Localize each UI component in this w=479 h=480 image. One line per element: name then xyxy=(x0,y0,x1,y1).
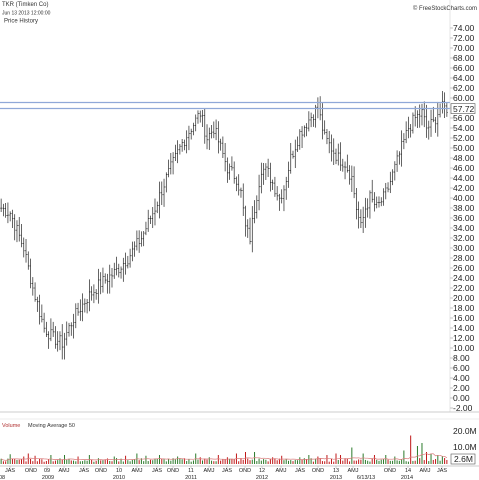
price-tick-label: 56.00 xyxy=(453,113,475,123)
price-tick-label: 28.00 xyxy=(453,253,475,263)
time-axis-label: AMJ xyxy=(204,468,215,474)
time-axis-label: JAS xyxy=(5,468,15,474)
volume-bars xyxy=(0,435,448,464)
price-tick-label: -2.00 xyxy=(453,403,473,413)
price-tick-label: 42.00 xyxy=(453,183,475,193)
last-price-box xyxy=(450,103,476,114)
price-tick-label: 50.00 xyxy=(453,143,475,153)
price-tick-label: 44.00 xyxy=(453,173,475,183)
price-tick-label: 64.00 xyxy=(453,73,475,83)
last-price-label: 57.72 xyxy=(453,104,475,114)
chart-title: TKR (Timken Co) xyxy=(2,2,48,8)
price-tick-label: 66.00 xyxy=(453,63,475,73)
price-tick-label: 70.00 xyxy=(453,43,475,53)
time-axis-label: OND xyxy=(25,468,37,474)
time-axis-label: JAS xyxy=(437,468,447,474)
time-axis-label: OND xyxy=(312,468,324,474)
brand-label[interactable]: © FreeStockCharts.com xyxy=(413,5,477,12)
last-volume-box xyxy=(450,453,476,465)
price-tick-label: 40.00 xyxy=(453,193,475,203)
time-axis-label: OND xyxy=(239,468,251,474)
price-tick-label: 10.00 xyxy=(453,343,475,353)
last-volume-label: 2.6M xyxy=(454,454,473,464)
price-tick-label: 6.00 xyxy=(453,363,470,373)
price-tick-label: 0.00 xyxy=(453,393,470,403)
chart-timestamp: Jun 13 2013 12:00:00 xyxy=(2,11,51,17)
price-tick-label: 32.00 xyxy=(453,233,475,243)
price-tick-label: 12.00 xyxy=(453,333,475,343)
time-axis-label: 6/13/13 xyxy=(357,475,375,480)
price-tick-label: 20.00 xyxy=(453,293,475,303)
price-tick-label: 26.00 xyxy=(453,263,475,273)
time-axis-label: JAS xyxy=(79,468,89,474)
time-axis-label: OND xyxy=(167,468,179,474)
volume-ma-label: Moving Average 50 xyxy=(28,423,75,429)
time-axis-label: 12 xyxy=(259,468,265,474)
volume-label: Volume xyxy=(2,423,20,429)
time-axis-label: 2012 xyxy=(256,475,268,480)
price-axis: 74.0072.0070.0068.0066.0064.0062.0060.00… xyxy=(450,23,475,413)
price-tick-label: 8.00 xyxy=(453,353,470,363)
price-tick-label: 22.00 xyxy=(453,283,475,293)
time-axis-label: AMJ xyxy=(276,468,287,474)
time-axis-label: 10 xyxy=(116,468,122,474)
price-tick-label: 18.00 xyxy=(453,303,475,313)
price-tick-label: 14.00 xyxy=(453,323,475,333)
price-tick-label: 60.00 xyxy=(453,93,475,103)
price-tick-label: 34.00 xyxy=(453,223,475,233)
time-axis-label: AMJ xyxy=(348,468,359,474)
price-tick-label: 68.00 xyxy=(453,53,475,63)
price-tick-label: 54.00 xyxy=(453,123,475,133)
time-axis-label: 13 xyxy=(333,468,339,474)
price-tick-label: 48.00 xyxy=(453,153,475,163)
panel-label: Price History xyxy=(4,19,38,25)
time-axis-label: 2009 xyxy=(42,475,54,480)
price-tick-label: 38.00 xyxy=(453,203,475,213)
time-axis-label: 09 xyxy=(44,468,50,474)
time-axis-label: 2011 xyxy=(185,475,197,480)
volume-moving-average xyxy=(0,453,448,461)
price-tick-label: 24.00 xyxy=(453,273,475,283)
time-axis-label: JAS xyxy=(295,468,305,474)
price-tick-label: 46.00 xyxy=(453,163,475,173)
price-tick-label: 2.00 xyxy=(453,383,470,393)
time-axis-label: 2013 xyxy=(330,475,342,480)
volume-tick-10m: 10.0M xyxy=(453,442,477,452)
time-axis-label: AMJ xyxy=(420,468,431,474)
resistance-lines[interactable] xyxy=(0,101,450,110)
price-tick-label: 36.00 xyxy=(453,213,475,223)
time-axis-label: 14 xyxy=(405,468,411,474)
time-axis-label: JAS xyxy=(152,468,162,474)
volume-tick-20m: 20.0M xyxy=(453,426,477,436)
price-tick-label: 52.00 xyxy=(453,133,475,143)
price-tick-label: 72.00 xyxy=(453,33,475,43)
price-tick-label: 30.00 xyxy=(453,243,475,253)
time-axis-label: 2014 xyxy=(401,475,413,480)
time-axis-label: JAS xyxy=(222,468,232,474)
price-tick-label: 4.00 xyxy=(453,373,470,383)
price-tick-label: 16.00 xyxy=(453,313,475,323)
price-tick-label: 62.00 xyxy=(453,83,475,93)
time-axis-label: AMJ xyxy=(132,468,143,474)
time-axis-label: AMJ xyxy=(59,468,70,474)
time-axis-label: 2010 xyxy=(113,475,125,480)
time-axis-label: 11 xyxy=(188,468,194,474)
price-bars xyxy=(0,90,448,360)
time-axis-label: 08 xyxy=(0,475,5,480)
time-axis-label: OND xyxy=(384,468,396,474)
time-axis-label: OND xyxy=(95,468,107,474)
price-tick-label: 74.00 xyxy=(453,23,475,33)
